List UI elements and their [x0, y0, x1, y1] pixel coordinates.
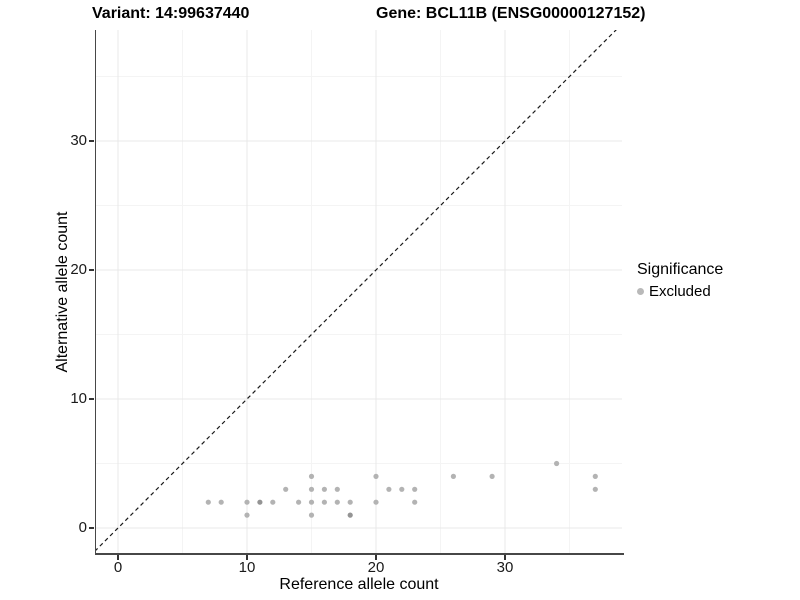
x-tick-mark — [117, 555, 119, 560]
y-axis-title: Alternative allele count — [54, 211, 71, 373]
data-point — [412, 499, 418, 505]
data-point — [244, 512, 250, 518]
plot-canvas — [96, 30, 622, 553]
x-axis-title: Reference allele count — [279, 576, 439, 593]
data-point — [489, 473, 495, 479]
data-point — [412, 486, 418, 492]
data-point — [244, 499, 250, 505]
y-tick-label: 30 — [70, 132, 87, 149]
data-point — [554, 460, 560, 467]
x-tick-label: 10 — [238, 559, 256, 576]
x-tick-mark — [246, 555, 248, 560]
legend-point-icon — [637, 288, 644, 295]
data-point — [386, 486, 392, 492]
y-tick-mark — [89, 140, 94, 142]
data-point — [308, 499, 315, 505]
y-tick-mark — [89, 398, 94, 400]
x-axis-line — [94, 553, 624, 555]
y-axis-line — [94, 30, 96, 555]
y-tick-label: 10 — [70, 390, 87, 407]
data-point — [334, 486, 340, 492]
x-tick-label: 30 — [496, 559, 514, 576]
y-tick-label: 20 — [70, 261, 87, 278]
legend-items: Excluded — [637, 283, 723, 300]
legend-title: Significance — [637, 261, 724, 278]
x-tick-mark — [504, 555, 506, 560]
data-point — [373, 499, 379, 505]
x-tick-label: 20 — [367, 559, 385, 576]
data-point — [399, 486, 405, 492]
data-point — [308, 512, 315, 518]
plot-panel — [96, 30, 622, 553]
legend-item: Excluded — [637, 283, 723, 300]
data-point — [592, 486, 598, 492]
data-point — [347, 512, 353, 518]
x-tick-mark — [375, 555, 377, 560]
y-tick-label: 0 — [78, 519, 87, 536]
data-point — [218, 499, 224, 505]
legend: Significance Excluded — [637, 261, 723, 300]
y-tick-mark — [89, 269, 94, 271]
data-point — [373, 473, 379, 479]
data-point — [334, 499, 340, 505]
data-point — [321, 499, 327, 505]
legend-item-label: Excluded — [649, 283, 711, 300]
variant-title: Variant: 14:99637440 — [92, 5, 250, 22]
gene-title: Gene: BCL11B (ENSG00000127152) — [376, 5, 646, 22]
data-point — [308, 473, 315, 479]
data-point — [347, 499, 353, 505]
data-point — [308, 486, 315, 492]
data-point — [270, 499, 276, 505]
data-point — [450, 473, 456, 479]
x-tick-label: 0 — [113, 559, 123, 576]
data-point — [592, 473, 598, 479]
data-point — [321, 486, 327, 492]
identity-line — [96, 30, 617, 551]
data-point — [257, 499, 263, 505]
data-point — [296, 499, 302, 505]
data-point — [283, 486, 289, 492]
data-point — [205, 499, 211, 505]
y-tick-mark — [89, 527, 94, 529]
